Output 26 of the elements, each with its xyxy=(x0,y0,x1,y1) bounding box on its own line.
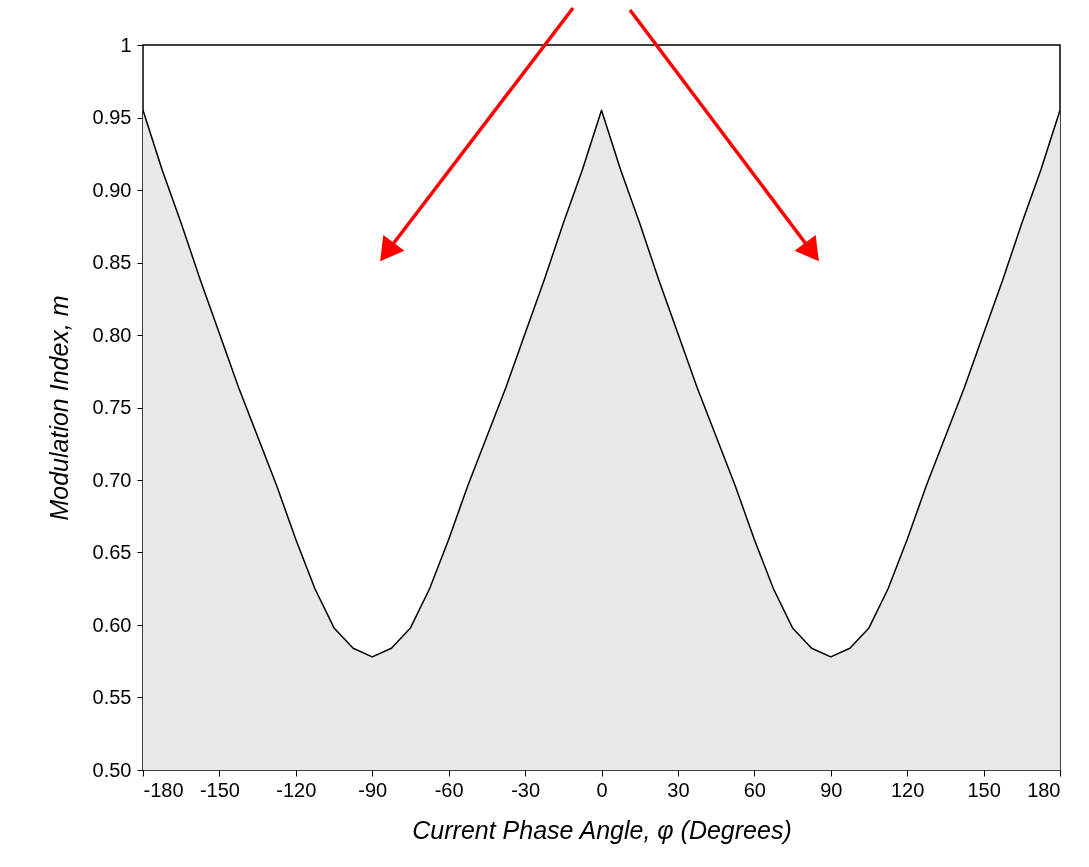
y-axis-title: Modulation Index, m xyxy=(44,295,73,521)
y-tick-label: 1 xyxy=(120,33,132,56)
x-tick-label: -60 xyxy=(434,778,464,801)
x-axis-title: Current Phase Angle, φ (Degrees) xyxy=(412,815,792,844)
y-tick-label: 0.50 xyxy=(92,758,132,781)
y-tick-label: 0.65 xyxy=(92,541,132,563)
x-tick-label: 180 xyxy=(1027,778,1061,801)
x-tick-label: -180 xyxy=(143,778,184,801)
x-tick-label: 150 xyxy=(967,778,1001,801)
x-tick-label: 0 xyxy=(596,778,608,801)
y-tick-label: 0.95 xyxy=(92,106,132,128)
x-tick-label: 120 xyxy=(890,778,925,801)
x-tick-label: -150 xyxy=(199,778,240,801)
x-tick-label: 60 xyxy=(743,778,766,801)
y-tick-label: 0.90 xyxy=(92,178,132,201)
y-tick-label: 0.75 xyxy=(92,396,132,418)
x-tick-label: 90 xyxy=(820,778,843,801)
x-tick-label: -120 xyxy=(276,778,317,801)
y-tick-label: 0.60 xyxy=(92,613,132,636)
y-tick-label: 0.85 xyxy=(92,251,132,273)
y-tick-label: 0.70 xyxy=(92,468,132,491)
x-tick-label: -30 xyxy=(511,778,541,801)
y-tick-label: 0.55 xyxy=(92,686,132,708)
y-tick-label: 0.80 xyxy=(92,323,132,346)
x-tick-label: -90 xyxy=(358,778,388,801)
x-tick-label: 30 xyxy=(667,778,690,801)
